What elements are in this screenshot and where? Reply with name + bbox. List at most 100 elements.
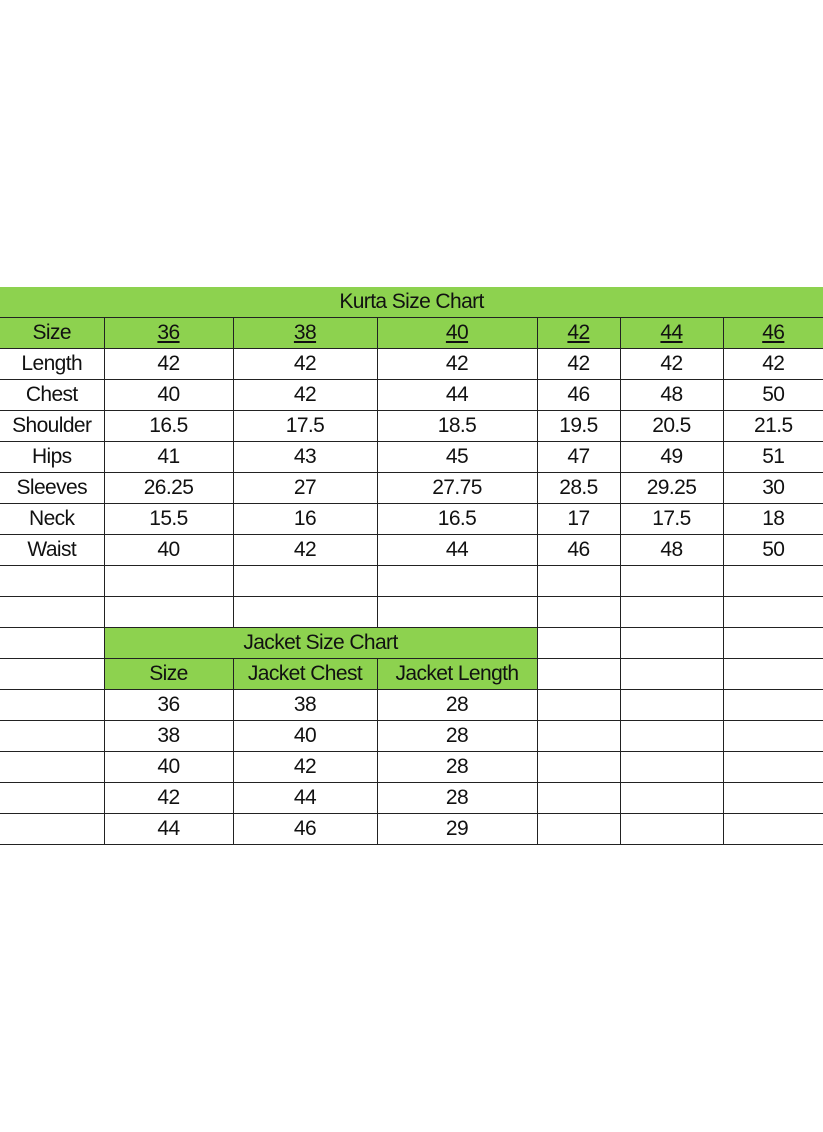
measurement-cell: 47	[536, 441, 621, 473]
measurement-cell: 50	[722, 379, 823, 411]
kurta-size-header: Size	[0, 317, 105, 349]
empty-cell	[722, 658, 823, 690]
table-row: 44 46 29	[0, 813, 823, 845]
empty-cell	[0, 751, 105, 783]
measurement-cell: 16.5	[376, 503, 538, 535]
measurement-cell: 50	[722, 534, 823, 566]
measurement-cell: 15.5	[103, 503, 234, 535]
jacket-value-cell: 44	[232, 782, 378, 814]
empty-cell	[376, 596, 538, 628]
empty-cell	[619, 658, 724, 690]
jacket-value-cell: 38	[103, 720, 234, 752]
measurement-cell: 48	[619, 534, 724, 566]
kurta-size-46: 46	[722, 317, 823, 349]
jacket-value-cell: 42	[103, 782, 234, 814]
empty-cell	[536, 627, 621, 659]
empty-cell	[232, 565, 378, 597]
table-row: 40 42 28	[0, 751, 823, 783]
measurement-cell: 20.5	[619, 410, 724, 442]
measurement-cell: 42	[232, 534, 378, 566]
empty-cell	[232, 596, 378, 628]
measurement-cell: 42	[232, 379, 378, 411]
jacket-header-cell: Jacket Chest	[232, 658, 378, 690]
table-row: 38 40 28	[0, 720, 823, 752]
empty-cell	[722, 813, 823, 845]
measurement-cell: 40	[103, 379, 234, 411]
measurement-cell: 43	[232, 441, 378, 473]
empty-cell	[619, 689, 724, 721]
jacket-value-cell: 28	[376, 782, 538, 814]
empty-cell	[0, 813, 105, 845]
empty-cell	[0, 565, 105, 597]
empty-cell	[722, 565, 823, 597]
table-row: Length 42 42 42 42 42 42	[0, 348, 823, 380]
empty-cell	[103, 596, 234, 628]
row-label: Neck	[0, 503, 105, 535]
jacket-value-cell: 36	[103, 689, 234, 721]
row-label: Length	[0, 348, 105, 380]
table-row: Shoulder 16.5 17.5 18.5 19.5 20.5 21.5	[0, 410, 823, 442]
measurement-cell: 42	[376, 348, 538, 380]
empty-cell	[103, 565, 234, 597]
empty-row	[0, 565, 823, 597]
measurement-cell: 29.25	[619, 472, 724, 504]
measurement-cell: 30	[722, 472, 823, 504]
row-label: Hips	[0, 441, 105, 473]
measurement-cell: 42	[536, 348, 621, 380]
table-row: Sleeves 26.25 27 27.75 28.5 29.25 30	[0, 472, 823, 504]
jacket-value-cell: 44	[103, 813, 234, 845]
measurement-cell: 19.5	[536, 410, 621, 442]
measurement-cell: 18.5	[376, 410, 538, 442]
jacket-value-cell: 28	[376, 751, 538, 783]
empty-cell	[536, 658, 621, 690]
empty-cell	[619, 751, 724, 783]
jacket-value-cell: 46	[232, 813, 378, 845]
empty-row	[0, 596, 823, 628]
table-row: 36 38 28	[0, 689, 823, 721]
table-row: Waist 40 42 44 46 48 50	[0, 534, 823, 566]
measurement-cell: 42	[232, 348, 378, 380]
empty-cell	[536, 565, 621, 597]
empty-cell	[0, 658, 105, 690]
jacket-value-cell: 28	[376, 689, 538, 721]
measurement-cell: 44	[376, 379, 538, 411]
jacket-chart-title: Jacket Size Chart	[103, 627, 538, 659]
measurement-cell: 46	[536, 379, 621, 411]
empty-cell	[0, 782, 105, 814]
jacket-title-row: Jacket Size Chart	[0, 627, 823, 659]
table-row: Chest 40 42 44 46 48 50	[0, 379, 823, 411]
empty-cell	[536, 813, 621, 845]
measurement-cell: 16	[232, 503, 378, 535]
empty-cell	[722, 596, 823, 628]
jacket-value-cell: 40	[232, 720, 378, 752]
measurement-cell: 28.5	[536, 472, 621, 504]
table-row: Hips 41 43 45 47 49 51	[0, 441, 823, 473]
empty-cell	[536, 751, 621, 783]
kurta-size-36: 36	[103, 317, 234, 349]
empty-cell	[536, 720, 621, 752]
measurement-cell: 17.5	[232, 410, 378, 442]
jacket-header-row: Size Jacket Chest Jacket Length	[0, 658, 823, 690]
measurement-cell: 17.5	[619, 503, 724, 535]
empty-cell	[536, 782, 621, 814]
empty-cell	[536, 596, 621, 628]
kurta-size-40: 40	[376, 317, 538, 349]
empty-cell	[619, 813, 724, 845]
measurement-cell: 27.75	[376, 472, 538, 504]
empty-cell	[722, 720, 823, 752]
measurement-cell: 26.25	[103, 472, 234, 504]
measurement-cell: 42	[722, 348, 823, 380]
measurement-cell: 21.5	[722, 410, 823, 442]
empty-cell	[536, 689, 621, 721]
measurement-cell: 27	[232, 472, 378, 504]
measurement-cell: 18	[722, 503, 823, 535]
empty-cell	[0, 596, 105, 628]
row-label: Shoulder	[0, 410, 105, 442]
kurta-header-row: Size 36 38 40 42 44 46	[0, 317, 823, 349]
empty-cell	[722, 627, 823, 659]
jacket-header-cell: Size	[103, 658, 234, 690]
kurta-chart-title: Kurta Size Chart	[0, 287, 823, 318]
size-chart-table: Kurta Size Chart Size 36 38 40 42 44 46 Length 42…	[0, 287, 823, 845]
measurement-cell: 40	[103, 534, 234, 566]
measurement-cell: 51	[722, 441, 823, 473]
